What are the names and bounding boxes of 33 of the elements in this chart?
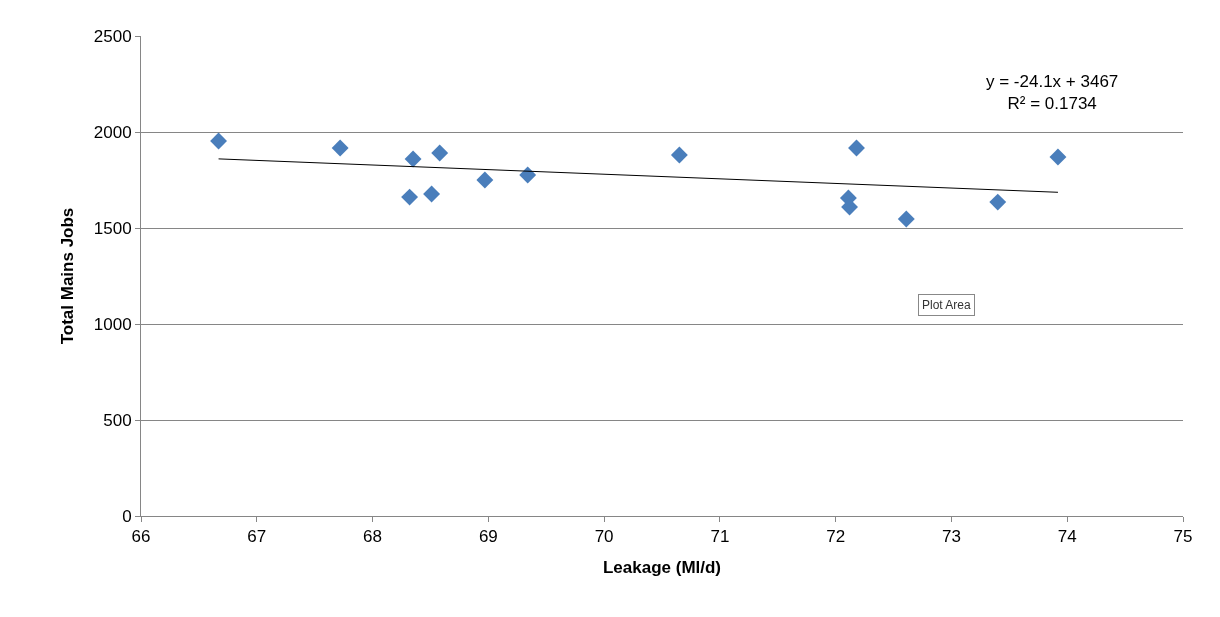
y-tick-label: 500 [103,410,132,430]
y-tick-label: 0 [122,506,132,526]
point [210,132,228,150]
annotation: Plot Area [922,298,972,312]
point [989,193,1007,211]
point [519,166,537,184]
y-axis-title: Total Mains Jobs [58,207,78,345]
x-tick-label: 69 [478,527,498,547]
point [848,139,865,157]
x-tick-label: 74 [1057,527,1077,547]
point [404,150,422,168]
x-axis-title: Leakage (Ml/d) [602,557,722,577]
x-tick-label: 72 [826,527,846,547]
x-tick-label: 66 [131,527,151,547]
point [1049,148,1067,166]
point [431,144,449,162]
point [401,188,419,206]
x-tick-label: 73 [941,527,961,547]
point [331,139,349,157]
point [423,185,441,203]
x-tick-label: 67 [247,527,267,547]
y-tick-label: 1500 [93,218,132,238]
x-tick-label: 75 [1173,527,1193,547]
y-tick-label: 2000 [93,122,132,142]
annotation: y = -24.1x + 3467 R² = 0.1734 [986,72,1119,114]
x-tick-label: 68 [363,527,383,547]
x-tick-label: 70 [594,527,614,547]
y-tick-label: 1000 [93,314,132,334]
point [670,146,688,164]
point [897,210,915,228]
x-tick-label: 71 [710,527,730,547]
y-tick-label: 2500 [93,26,132,46]
point [476,171,494,189]
